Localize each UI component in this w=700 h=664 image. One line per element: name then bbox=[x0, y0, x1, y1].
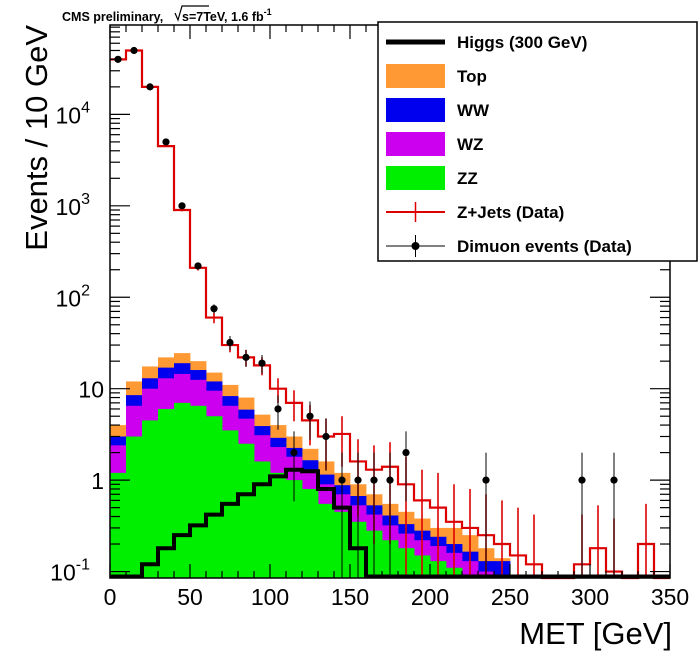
bar-zz bbox=[270, 472, 287, 578]
legend-label: WZ bbox=[457, 135, 483, 154]
legend-entry-ww: WW bbox=[386, 98, 490, 122]
data-point bbox=[178, 202, 186, 210]
bar-zz bbox=[110, 472, 127, 578]
bar-zz bbox=[318, 503, 335, 578]
header-lumi: s=7TeV, 1.6 fb-1 bbox=[182, 7, 272, 24]
bar-zz bbox=[286, 480, 303, 578]
bar-zz bbox=[238, 443, 255, 578]
legend-entry-wz: WZ bbox=[386, 132, 483, 156]
bar-zz bbox=[254, 461, 271, 578]
y-tick-label-exponent: -1 bbox=[76, 557, 90, 574]
data-point bbox=[322, 432, 330, 441]
legend: Higgs (300 GeV) Top WW WZ ZZ Z+Jets (Data) Dim… bbox=[377, 21, 698, 262]
y-tick-label: 10-1 bbox=[50, 557, 90, 586]
y-tick-label-base: 10 bbox=[56, 102, 82, 128]
y-tick-label-base: 1 bbox=[91, 468, 104, 494]
data-point bbox=[386, 476, 394, 484]
data-point bbox=[226, 338, 234, 347]
legend-entry-higgs-300-gev: Higgs (300 GeV) bbox=[386, 33, 587, 52]
legend-swatch-fill bbox=[386, 166, 445, 190]
plot-area bbox=[110, 46, 670, 580]
data-point bbox=[482, 476, 490, 484]
y-tick-label-exponent: 3 bbox=[81, 191, 90, 208]
y-tick-label: 103 bbox=[56, 191, 91, 220]
x-tick-label: 50 bbox=[177, 584, 203, 610]
y-tick-label-base: 10 bbox=[50, 560, 76, 586]
data-point bbox=[402, 448, 410, 457]
data-point bbox=[258, 359, 266, 367]
x-tick-label: 100 bbox=[251, 584, 289, 610]
legend-swatch-fill bbox=[386, 132, 445, 156]
legend-label: Top bbox=[457, 67, 487, 86]
legend-entry-dimuon-events-data: Dimuon events (Data) bbox=[386, 235, 632, 257]
data-point bbox=[242, 353, 250, 361]
data-point bbox=[370, 476, 378, 484]
bar-zz bbox=[174, 402, 191, 578]
y-tick-label: 10 bbox=[78, 377, 104, 403]
data-point bbox=[130, 46, 138, 55]
bar-zz bbox=[142, 420, 159, 578]
legend-label: Higgs (300 GeV) bbox=[457, 33, 587, 52]
y-tick-label-exponent: 4 bbox=[81, 99, 90, 116]
legend-label: Z+Jets (Data) bbox=[457, 203, 564, 222]
y-tick-label-base: 10 bbox=[56, 285, 82, 311]
y-axis-title: Events / 10 GeV bbox=[19, 25, 54, 251]
y-tick-label-exponent: 2 bbox=[81, 282, 90, 299]
y-tick-label-base: 10 bbox=[78, 377, 104, 403]
bar-zz bbox=[206, 416, 223, 578]
x-tick-label: 300 bbox=[571, 584, 609, 610]
legend-entry-zz: ZZ bbox=[386, 166, 478, 190]
y-tick-label: 1 bbox=[91, 468, 104, 494]
data-point bbox=[338, 476, 346, 484]
data-point bbox=[162, 138, 170, 146]
higgs-series bbox=[110, 467, 670, 579]
zjets-step-line bbox=[110, 49, 670, 580]
bar-zz bbox=[126, 436, 143, 578]
data-point bbox=[274, 405, 282, 413]
x-tick-label: 0 bbox=[104, 584, 117, 610]
legend-label: Dimuon events (Data) bbox=[457, 237, 632, 256]
data-point bbox=[146, 83, 154, 91]
legend-swatch-fill bbox=[386, 98, 445, 122]
stack-zz-series bbox=[110, 402, 479, 578]
x-tick-label: 350 bbox=[651, 584, 689, 610]
data-point bbox=[194, 262, 202, 270]
legend-swatch-marker bbox=[411, 242, 420, 250]
data-point bbox=[610, 476, 618, 484]
higgs-step-line bbox=[110, 467, 670, 579]
bar-zz bbox=[302, 488, 319, 578]
legend-label: WW bbox=[457, 101, 490, 120]
legend-label: ZZ bbox=[457, 169, 478, 188]
data-point bbox=[290, 448, 298, 457]
x-tick-label: 200 bbox=[411, 584, 449, 610]
y-tick-label: 104 bbox=[56, 99, 91, 128]
sqrt-s-symbol bbox=[174, 5, 209, 22]
bar-zz bbox=[190, 405, 207, 578]
x-axis-title: MET [GeV] bbox=[519, 616, 672, 651]
y-tick-label: 102 bbox=[56, 282, 91, 311]
bar-zz bbox=[158, 408, 175, 578]
data-point bbox=[354, 476, 362, 484]
data-point bbox=[210, 305, 218, 313]
legend-swatch-fill bbox=[386, 64, 445, 88]
x-tick-label: 150 bbox=[331, 584, 369, 610]
dimuon-data-series bbox=[114, 46, 618, 578]
legend-entry-z-jets-data: Z+Jets (Data) bbox=[386, 202, 564, 222]
data-point bbox=[578, 476, 586, 484]
legend-entry-top: Top bbox=[386, 64, 487, 88]
x-tick-label: 250 bbox=[491, 584, 529, 610]
data-point bbox=[306, 412, 314, 420]
y-tick-label-base: 10 bbox=[56, 194, 82, 220]
header-experiment: CMS preliminary, bbox=[62, 10, 163, 24]
